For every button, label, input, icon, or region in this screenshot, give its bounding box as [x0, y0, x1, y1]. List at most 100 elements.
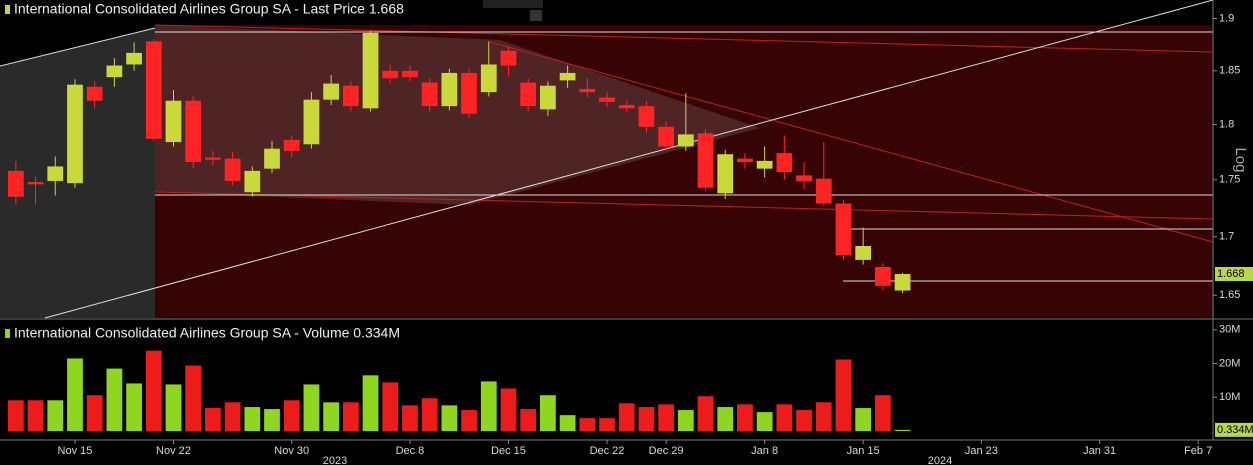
- toolbar: [483, 0, 543, 21]
- volume-bar: [145, 350, 162, 431]
- x-tick-label: Jan 15: [847, 445, 880, 457]
- volume-bar: [540, 395, 556, 431]
- volume-bar: [894, 429, 911, 431]
- candle-body: [185, 100, 202, 162]
- chart-title: International Consolidated Airlines Grou…: [14, 325, 400, 341]
- volume-bar: [737, 404, 753, 431]
- volume-bar: [697, 396, 714, 431]
- candle-body: [382, 70, 399, 79]
- volume-bar: [421, 398, 438, 431]
- volume-bar: [382, 382, 399, 431]
- volume-bar: [47, 400, 64, 431]
- candle-body: [796, 175, 812, 181]
- candle-body: [205, 157, 221, 160]
- candle-body: [559, 72, 576, 81]
- candle-body: [579, 88, 596, 93]
- x-tick-label: Nov 30: [274, 445, 309, 457]
- volume-bar: [303, 384, 320, 431]
- trend-line: [489, 41, 1214, 243]
- x-tick-label: Jan 31: [1083, 445, 1116, 457]
- candle-body: [815, 178, 832, 204]
- volume-bar: [579, 418, 596, 431]
- y-tick-label: 20M: [1219, 357, 1240, 369]
- candle-body: [441, 72, 458, 107]
- volume-bar: [205, 408, 221, 431]
- volume-bar: [658, 404, 674, 431]
- shaded-region: [155, 25, 760, 205]
- candle-body: [402, 70, 418, 78]
- candle-body: [461, 72, 477, 114]
- y-tick-label: 1.85: [1219, 65, 1240, 77]
- volume-bar: [638, 407, 655, 431]
- volume-bar: [599, 418, 615, 431]
- volume-bar: [165, 384, 182, 431]
- volume-bar: [796, 410, 812, 431]
- candle-body: [756, 160, 773, 169]
- candle-body: [7, 170, 24, 197]
- volume-bar: [362, 375, 379, 431]
- y-tick-label: 30M: [1219, 324, 1240, 336]
- volume-bar: [185, 365, 202, 431]
- axis-label: Log: [1232, 147, 1249, 172]
- volume-bar: [106, 368, 123, 431]
- volume-bar: [402, 405, 418, 431]
- x-tick-label: Jan 23: [965, 445, 998, 457]
- volume-bar: [244, 407, 261, 431]
- last-value-box: [1215, 422, 1253, 437]
- candle-body: [86, 86, 103, 101]
- x-tick-label: Dec 22: [590, 445, 625, 457]
- legend-swatch: [5, 329, 10, 338]
- candle-body: [638, 106, 655, 127]
- last-value-label: 1.668: [1217, 268, 1245, 280]
- candle-body: [264, 148, 280, 169]
- candle-body: [855, 245, 872, 260]
- volume-bar: [874, 395, 891, 431]
- x-tick-label: Nov 15: [58, 445, 93, 457]
- y-tick-label: 1.8: [1219, 118, 1234, 130]
- volume-bar: [520, 409, 537, 431]
- volume-bar: [7, 400, 24, 431]
- volume-bar: [480, 381, 497, 431]
- candle-body: [717, 154, 734, 194]
- volume-bar: [500, 388, 517, 431]
- candle-body: [362, 33, 379, 109]
- candle-body: [658, 126, 674, 147]
- candle-body: [697, 133, 714, 188]
- volume-bar: [67, 358, 83, 431]
- candle-body: [323, 83, 340, 100]
- volume-bar: [27, 400, 44, 431]
- candle-body: [244, 170, 261, 193]
- candle-body: [599, 97, 615, 102]
- volume-bar: [815, 402, 832, 431]
- candle-body: [421, 82, 438, 107]
- y-tick-label: 1.7: [1219, 231, 1234, 243]
- volume-bar: [323, 402, 340, 431]
- y-tick-label: 10M: [1219, 391, 1240, 403]
- candle-body: [67, 84, 83, 184]
- chart-title: International Consolidated Airlines Grou…: [14, 1, 404, 17]
- last-value-box: [1215, 266, 1253, 281]
- candle-body: [520, 82, 537, 107]
- legend-swatch: [5, 5, 10, 14]
- y-tick-label: 1.9: [1219, 12, 1234, 24]
- x-tick-label: Dec 15: [491, 445, 526, 457]
- toolbar-button[interactable]: [530, 10, 542, 21]
- candle-body: [47, 166, 64, 181]
- x-tick-label: Nov 22: [156, 445, 191, 457]
- candle-body: [894, 273, 911, 291]
- volume-bar: [342, 402, 359, 431]
- last-value-label: 0.334M: [1217, 424, 1253, 436]
- candle-body: [145, 41, 162, 139]
- candle-body: [303, 99, 320, 145]
- candle-body: [618, 105, 635, 109]
- volume-bar: [776, 404, 793, 431]
- toolbar-bg: [483, 0, 543, 8]
- x-tick-label: Feb 7: [1184, 445, 1212, 457]
- volume-bar: [835, 359, 852, 431]
- volume-bar: [855, 408, 872, 431]
- candle-body: [224, 158, 241, 181]
- candle-body: [165, 100, 182, 143]
- volume-bar: [86, 395, 103, 431]
- year-label: 2023: [323, 455, 347, 465]
